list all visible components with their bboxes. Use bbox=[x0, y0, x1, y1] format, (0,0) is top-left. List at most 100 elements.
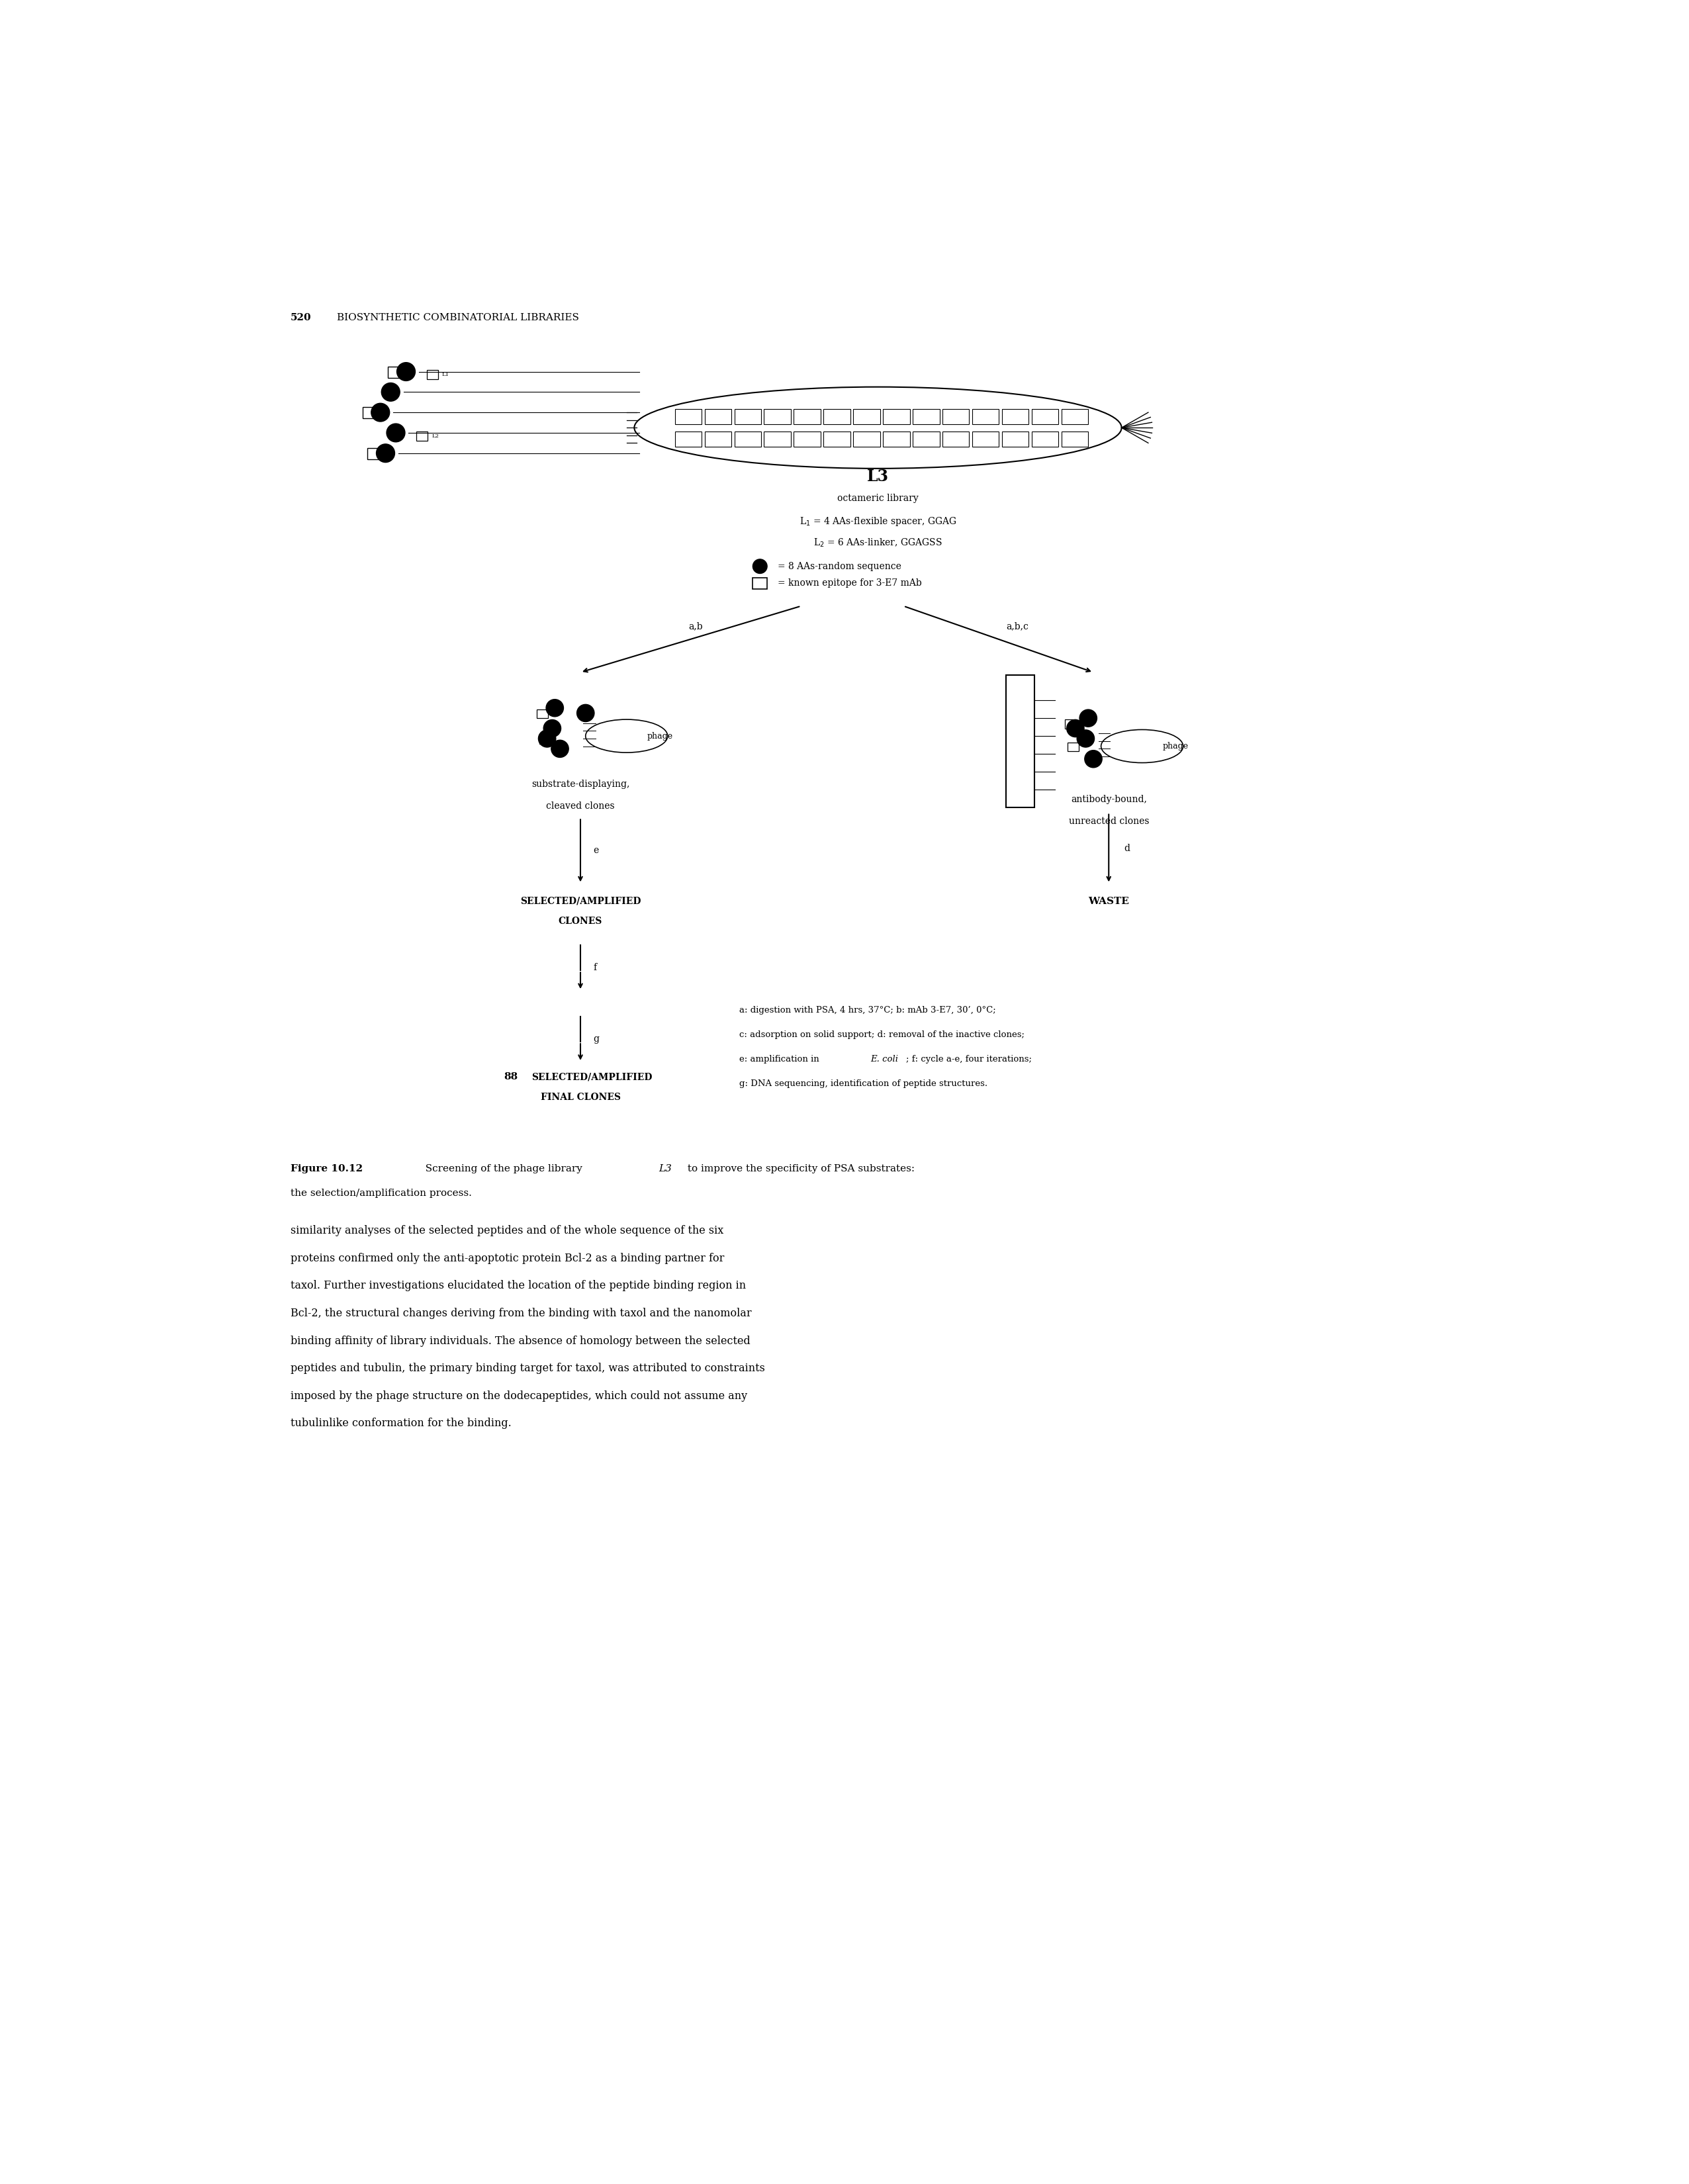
Text: 520: 520 bbox=[291, 312, 311, 323]
Text: c: adsorption on solid support; d: removal of the inactive clones;: c: adsorption on solid support; d: remov… bbox=[740, 1031, 1025, 1040]
Bar bbox=[973, 430, 998, 446]
Bar bbox=[1066, 721, 1076, 729]
Text: = known epitope for 3-E7 mAb: = known epitope for 3-E7 mAb bbox=[779, 579, 922, 587]
Bar bbox=[676, 408, 701, 424]
Bar bbox=[853, 408, 880, 424]
Circle shape bbox=[753, 559, 767, 574]
Circle shape bbox=[578, 705, 595, 721]
Bar bbox=[735, 408, 762, 424]
Circle shape bbox=[382, 382, 400, 402]
Bar bbox=[388, 367, 402, 378]
Bar bbox=[704, 430, 731, 446]
Bar bbox=[763, 408, 790, 424]
Bar bbox=[363, 406, 377, 419]
Bar bbox=[1067, 743, 1079, 751]
Text: substrate-displaying,: substrate-displaying, bbox=[532, 780, 630, 788]
Text: ; f: cycle a-e, four iterations;: ; f: cycle a-e, four iterations; bbox=[905, 1055, 1032, 1064]
Circle shape bbox=[544, 721, 561, 736]
Circle shape bbox=[397, 363, 415, 380]
Text: phage: phage bbox=[1162, 743, 1189, 751]
Text: phage: phage bbox=[647, 732, 672, 740]
Text: BIOSYNTHETIC COMBINATORIAL LIBRARIES: BIOSYNTHETIC COMBINATORIAL LIBRARIES bbox=[336, 312, 579, 323]
Text: g: g bbox=[593, 1035, 600, 1044]
Bar bbox=[794, 408, 821, 424]
Circle shape bbox=[1078, 729, 1094, 747]
Text: L3: L3 bbox=[659, 1164, 672, 1173]
Text: L2: L2 bbox=[432, 432, 439, 439]
Bar bbox=[853, 430, 880, 446]
Text: WASTE: WASTE bbox=[1088, 895, 1130, 906]
Text: the selection/amplification process.: the selection/amplification process. bbox=[291, 1188, 471, 1197]
Bar bbox=[1002, 408, 1029, 424]
Circle shape bbox=[387, 424, 405, 441]
Text: octameric library: octameric library bbox=[838, 494, 919, 502]
Bar bbox=[883, 408, 910, 424]
Text: FINAL CLONES: FINAL CLONES bbox=[540, 1092, 620, 1103]
Text: a,b,c: a,b,c bbox=[1007, 622, 1029, 631]
Circle shape bbox=[372, 404, 390, 422]
Text: peptides and tubulin, the primary binding target for taxol, was attributed to co: peptides and tubulin, the primary bindin… bbox=[291, 1363, 765, 1374]
Circle shape bbox=[551, 740, 569, 758]
Text: d: d bbox=[1125, 843, 1130, 852]
Bar bbox=[973, 408, 998, 424]
Bar bbox=[1002, 430, 1029, 446]
Text: Figure 10.12: Figure 10.12 bbox=[291, 1164, 363, 1173]
Bar bbox=[794, 430, 821, 446]
Text: L$_1$ = 4 AAs-flexible spacer, GGAG: L$_1$ = 4 AAs-flexible spacer, GGAG bbox=[799, 515, 956, 529]
Bar bbox=[1032, 408, 1059, 424]
Text: Bcl-2, the structural changes deriving from the binding with taxol and the nanom: Bcl-2, the structural changes deriving f… bbox=[291, 1308, 752, 1319]
Bar bbox=[539, 736, 551, 743]
Circle shape bbox=[546, 699, 564, 716]
Bar bbox=[676, 430, 701, 446]
Text: taxol. Further investigations elucidated the location of the peptide binding reg: taxol. Further investigations elucidated… bbox=[291, 1280, 747, 1291]
Text: L$_2$ = 6 AAs-linker, GGAGSS: L$_2$ = 6 AAs-linker, GGAGSS bbox=[814, 537, 942, 548]
Bar bbox=[415, 430, 427, 441]
Text: cleaved clones: cleaved clones bbox=[546, 802, 615, 810]
Circle shape bbox=[539, 729, 556, 747]
Text: Screening of the phage library: Screening of the phage library bbox=[419, 1164, 586, 1173]
Text: CLONES: CLONES bbox=[559, 917, 603, 926]
Bar bbox=[1032, 430, 1059, 446]
Text: a: digestion with PSA, 4 hrs, 37°C; b: mAb 3-E7, 30’, 0°C;: a: digestion with PSA, 4 hrs, 37°C; b: m… bbox=[740, 1007, 997, 1016]
Text: = 8 AAs-random sequence: = 8 AAs-random sequence bbox=[779, 561, 902, 570]
Text: E. coli: E. coli bbox=[870, 1055, 899, 1064]
Circle shape bbox=[1084, 751, 1101, 767]
Bar bbox=[537, 710, 549, 719]
Text: L3: L3 bbox=[866, 470, 888, 485]
Text: to improve the specificity of PSA substrates:: to improve the specificity of PSA substr… bbox=[684, 1164, 914, 1173]
Circle shape bbox=[1067, 721, 1084, 736]
Text: L1: L1 bbox=[443, 371, 449, 378]
Bar bbox=[912, 430, 939, 446]
Bar bbox=[763, 430, 790, 446]
Text: antibody-bound,: antibody-bound, bbox=[1071, 795, 1147, 804]
Bar bbox=[824, 408, 850, 424]
Bar bbox=[427, 369, 437, 380]
Text: 88: 88 bbox=[503, 1072, 517, 1081]
Bar bbox=[942, 430, 969, 446]
Text: e: e bbox=[593, 845, 598, 856]
Bar bbox=[1007, 675, 1034, 808]
Bar bbox=[883, 430, 910, 446]
Text: tubulinlike conformation for the binding.: tubulinlike conformation for the binding… bbox=[291, 1417, 512, 1428]
Bar bbox=[704, 408, 731, 424]
Text: SELECTED/AMPLIFIED: SELECTED/AMPLIFIED bbox=[520, 895, 640, 906]
Text: a,b: a,b bbox=[687, 622, 703, 631]
Text: SELECTED/AMPLIFIED: SELECTED/AMPLIFIED bbox=[532, 1072, 652, 1081]
Bar bbox=[942, 408, 969, 424]
Circle shape bbox=[1079, 710, 1096, 727]
Circle shape bbox=[377, 443, 395, 463]
Text: similarity analyses of the selected peptides and of the whole sequence of the si: similarity analyses of the selected pept… bbox=[291, 1225, 723, 1236]
Text: g: DNA sequencing, identification of peptide structures.: g: DNA sequencing, identification of pep… bbox=[740, 1079, 988, 1088]
Text: f: f bbox=[593, 963, 596, 972]
Bar bbox=[368, 448, 382, 459]
Text: binding affinity of library individuals. The absence of homology between the sel: binding affinity of library individuals.… bbox=[291, 1334, 750, 1348]
Bar bbox=[1062, 430, 1088, 446]
Text: imposed by the phage structure on the dodecapeptides, which could not assume any: imposed by the phage structure on the do… bbox=[291, 1391, 747, 1402]
Bar bbox=[753, 577, 767, 590]
Bar bbox=[824, 430, 850, 446]
Bar bbox=[735, 430, 762, 446]
Text: unreacted clones: unreacted clones bbox=[1069, 817, 1149, 826]
Text: e: amplification in: e: amplification in bbox=[740, 1055, 823, 1064]
Bar bbox=[912, 408, 939, 424]
Text: proteins confirmed only the anti-apoptotic protein Bcl-2 as a binding partner fo: proteins confirmed only the anti-apoptot… bbox=[291, 1254, 725, 1265]
